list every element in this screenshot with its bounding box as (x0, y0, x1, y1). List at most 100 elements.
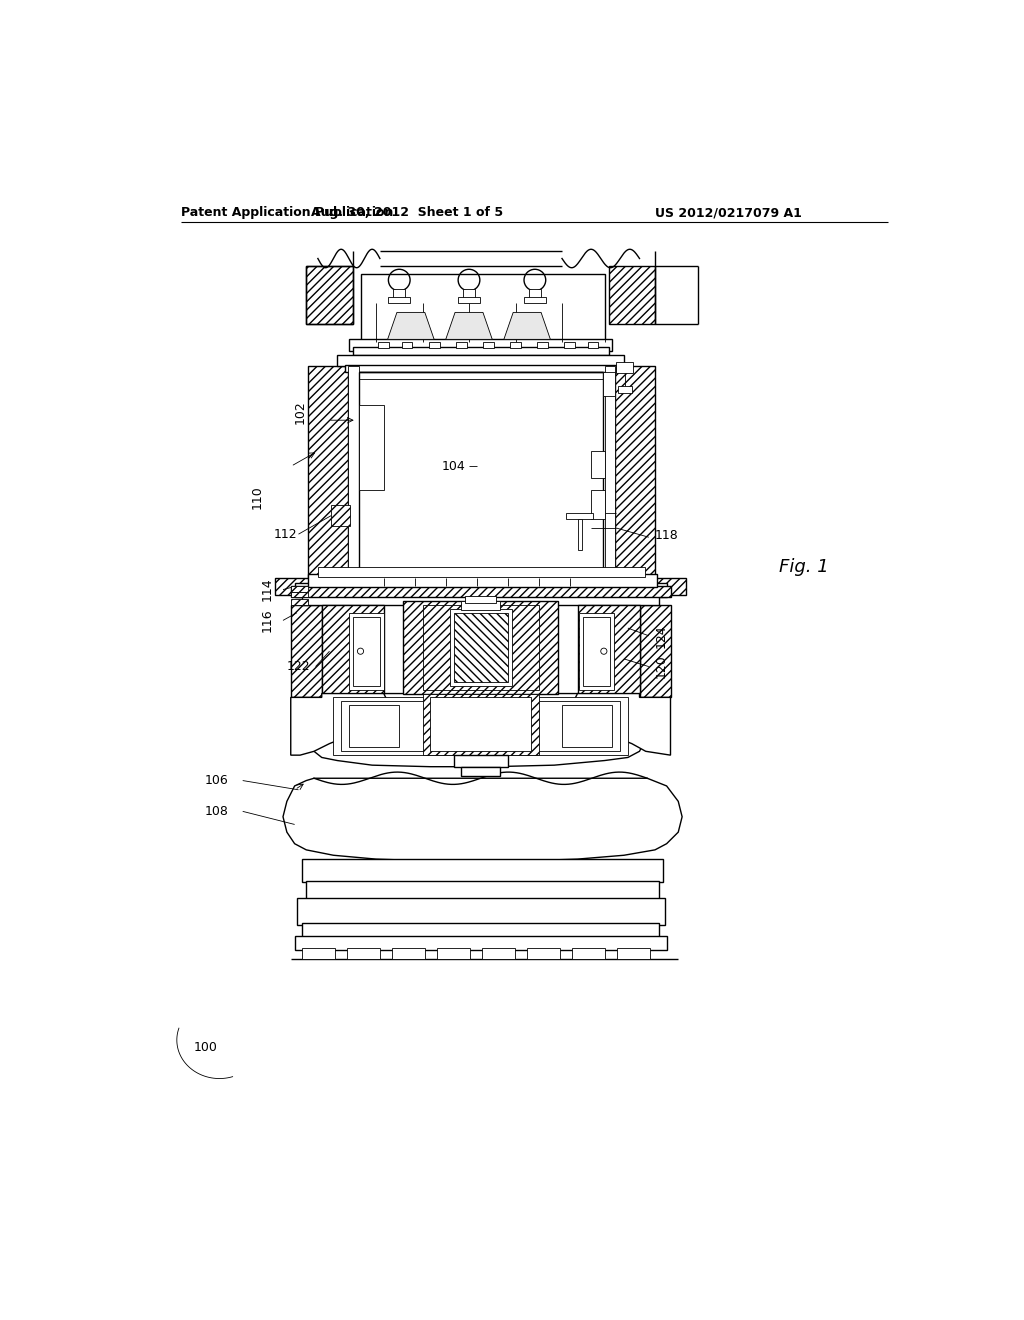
Text: Aug. 30, 2012  Sheet 1 of 5: Aug. 30, 2012 Sheet 1 of 5 (311, 206, 503, 219)
Text: 100: 100 (194, 1041, 217, 1055)
Bar (527, 948, 560, 960)
Bar (291, 599, 308, 605)
Text: 104: 104 (441, 459, 465, 473)
Bar (331, 506, 349, 527)
Bar (403, 601, 558, 693)
Polygon shape (573, 693, 671, 755)
Bar (640, 605, 671, 697)
Bar (275, 578, 346, 595)
Text: 114: 114 (261, 578, 273, 602)
Bar (461, 767, 500, 776)
Bar (401, 342, 413, 348)
Bar (454, 755, 508, 767)
Bar (308, 574, 656, 586)
Bar (454, 612, 508, 682)
Bar (617, 948, 649, 960)
Polygon shape (283, 779, 682, 861)
Bar (456, 342, 467, 348)
Bar (429, 342, 439, 348)
Bar (458, 297, 480, 304)
Text: 122: 122 (287, 660, 310, 673)
Bar (291, 591, 308, 597)
Bar (592, 451, 604, 478)
Text: 110: 110 (251, 486, 263, 510)
Bar (430, 697, 531, 751)
Bar (337, 355, 624, 366)
Text: 102: 102 (293, 401, 306, 424)
Bar (583, 616, 610, 686)
Bar (603, 372, 615, 396)
Bar (528, 289, 541, 298)
Bar (345, 364, 616, 372)
Bar (604, 367, 615, 586)
Bar (437, 948, 470, 960)
Bar (588, 342, 598, 348)
Bar (578, 605, 640, 693)
Bar (423, 693, 539, 755)
Bar (564, 342, 575, 348)
Bar (617, 385, 632, 393)
Bar (347, 948, 380, 960)
Bar (572, 948, 604, 960)
Bar (510, 342, 521, 348)
Bar (359, 372, 603, 581)
Bar (423, 605, 539, 689)
Bar (352, 616, 380, 686)
Bar (349, 705, 399, 747)
Bar (322, 605, 384, 693)
Bar (388, 297, 410, 304)
Text: 112: 112 (273, 528, 297, 541)
Bar (291, 605, 322, 697)
Bar (306, 267, 352, 323)
Bar (302, 948, 335, 960)
Bar (482, 948, 515, 960)
Bar (578, 519, 583, 549)
Bar (291, 586, 671, 597)
Bar (295, 936, 667, 950)
Bar (352, 347, 608, 355)
Polygon shape (314, 693, 643, 767)
Text: 106: 106 (205, 774, 228, 787)
Bar (393, 289, 406, 298)
Bar (291, 586, 308, 591)
Text: Patent Application Publication: Patent Application Publication (180, 206, 393, 219)
Bar (614, 578, 686, 595)
Bar (463, 289, 475, 298)
Bar (579, 612, 614, 689)
Bar (608, 267, 655, 323)
Bar (614, 367, 655, 586)
Bar (306, 880, 658, 900)
Text: 118: 118 (655, 529, 679, 543)
Bar (302, 859, 663, 882)
Bar (349, 339, 612, 351)
Bar (616, 363, 633, 374)
Bar (360, 275, 604, 343)
Bar (302, 595, 658, 605)
Text: Fig. 1: Fig. 1 (779, 557, 828, 576)
Polygon shape (388, 313, 434, 339)
Bar (295, 583, 667, 597)
Bar (317, 566, 645, 577)
Text: 120: 120 (655, 655, 668, 678)
Bar (297, 898, 665, 924)
Text: 116: 116 (261, 609, 273, 632)
Bar (562, 705, 612, 747)
Bar (461, 601, 500, 610)
Bar (341, 701, 621, 751)
Bar (524, 297, 546, 304)
Text: 108: 108 (205, 805, 228, 818)
Polygon shape (504, 313, 550, 339)
Polygon shape (445, 313, 493, 339)
Bar (592, 490, 604, 519)
Bar (349, 612, 384, 689)
Bar (566, 512, 593, 519)
Bar (334, 697, 628, 755)
Bar (392, 948, 425, 960)
Bar (465, 595, 496, 603)
Bar (302, 923, 658, 939)
Bar (378, 342, 389, 348)
Bar (359, 405, 384, 490)
Bar (538, 342, 548, 348)
Bar (348, 367, 359, 586)
Text: 124: 124 (655, 624, 668, 648)
